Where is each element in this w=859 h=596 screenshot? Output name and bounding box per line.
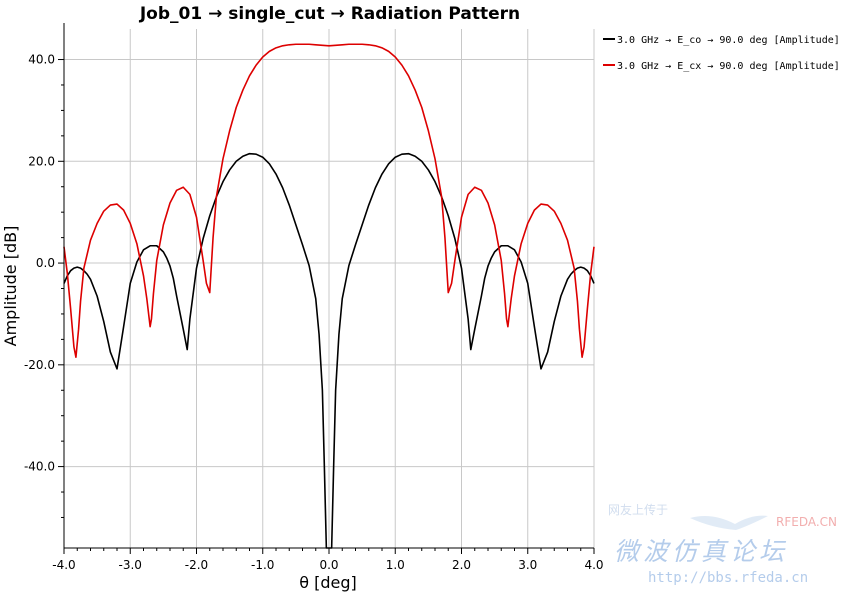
watermark-upload-text: 网友上传于 bbox=[608, 502, 668, 517]
grid-lines bbox=[63, 29, 595, 548]
y-tick-label: 40.0 bbox=[28, 53, 55, 67]
y-tick-labels: 40.0 20.0 0.0 -20.0 -40.0 bbox=[24, 53, 55, 474]
legend-label: 3.0 GHz → E_co → 90.0 deg [Amplitude] bbox=[617, 35, 840, 46]
y-tick-label: -20.0 bbox=[24, 358, 55, 372]
watermark: 网友上传于 RFEDA.CN 微波仿真论坛 http://bbs.rfeda.c… bbox=[608, 502, 837, 586]
x-tick-label: 2.0 bbox=[452, 558, 471, 572]
series-line-e-cx bbox=[63, 43, 595, 358]
x-tick-label: -2.0 bbox=[185, 558, 208, 572]
x-tick-label: -4.0 bbox=[52, 558, 75, 572]
legend-label: 3.0 GHz → E_cx → 90.0 deg [Amplitude] bbox=[617, 61, 840, 72]
chart-title: Job_01 → single_cut → Radiation Pattern bbox=[139, 4, 520, 24]
x-tick-label: 4.0 bbox=[584, 558, 603, 572]
watermark-bird-logo bbox=[690, 515, 768, 530]
x-axis-label: θ [deg] bbox=[299, 573, 357, 592]
watermark-chinese-text: 微波仿真论坛 bbox=[614, 537, 788, 566]
legend: 3.0 GHz → E_co → 90.0 deg [Amplitude] 3.0… bbox=[603, 35, 840, 72]
y-axis-label: Amplitude [dB] bbox=[1, 226, 20, 347]
y-tick-label: 0.0 bbox=[36, 256, 55, 270]
y-tick-label: -40.0 bbox=[24, 460, 55, 474]
x-tick-label: -3.0 bbox=[119, 558, 142, 572]
x-tick-label: 1.0 bbox=[386, 558, 405, 572]
y-tick-label: 20.0 bbox=[28, 154, 55, 168]
x-tick-labels: -4.0 -3.0 -2.0 -1.0 0.0 1.0 2.0 3.0 4.0 bbox=[52, 558, 603, 572]
x-tick-label: 0.0 bbox=[319, 558, 338, 572]
watermark-brand-text: RFEDA.CN bbox=[776, 515, 837, 529]
watermark-url-text: http://bbs.rfeda.cn bbox=[648, 570, 808, 586]
x-tick-label: 3.0 bbox=[518, 558, 537, 572]
x-tick-label: -1.0 bbox=[251, 558, 274, 572]
tick-marks bbox=[58, 59, 595, 554]
